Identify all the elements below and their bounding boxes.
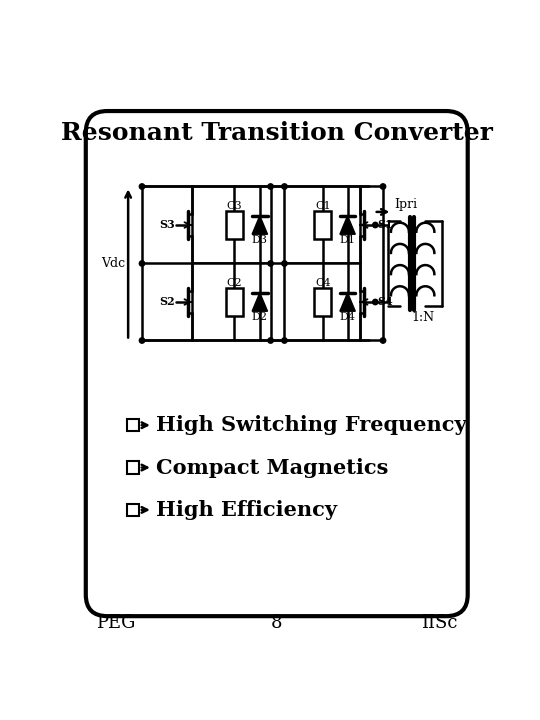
Bar — [226, 211, 243, 239]
Circle shape — [373, 300, 378, 305]
Circle shape — [380, 184, 386, 189]
Circle shape — [139, 184, 145, 189]
Text: High Switching Frequency: High Switching Frequency — [156, 415, 467, 435]
Bar — [126, 419, 139, 431]
Text: Resonant Transition Converter: Resonant Transition Converter — [61, 120, 492, 145]
Circle shape — [139, 261, 145, 266]
Circle shape — [268, 184, 273, 189]
Bar — [126, 504, 139, 516]
Text: S4: S4 — [377, 297, 393, 307]
Text: Vdc: Vdc — [100, 257, 125, 270]
Bar — [192, 264, 271, 341]
Bar — [314, 288, 332, 316]
Polygon shape — [340, 216, 355, 234]
Text: 8: 8 — [271, 613, 282, 631]
Text: 1:N: 1:N — [411, 311, 435, 324]
Polygon shape — [252, 216, 267, 234]
Bar — [192, 186, 271, 264]
Circle shape — [373, 222, 378, 228]
Bar — [126, 462, 139, 474]
Text: C3: C3 — [227, 201, 242, 211]
Bar — [314, 211, 332, 239]
Text: Compact Magnetics: Compact Magnetics — [156, 457, 388, 477]
Text: D3: D3 — [252, 235, 268, 246]
Text: D4: D4 — [340, 312, 355, 323]
Text: S2: S2 — [159, 297, 174, 307]
Text: D1: D1 — [340, 235, 355, 246]
Bar — [226, 288, 243, 316]
Circle shape — [139, 338, 145, 343]
Text: C2: C2 — [227, 278, 242, 288]
Text: PEG: PEG — [96, 613, 135, 631]
Circle shape — [282, 338, 287, 343]
Text: Ipri: Ipri — [395, 198, 417, 211]
Circle shape — [380, 338, 386, 343]
Circle shape — [268, 338, 273, 343]
Bar — [285, 186, 360, 264]
Circle shape — [282, 184, 287, 189]
Text: C4: C4 — [315, 278, 331, 288]
Circle shape — [282, 261, 287, 266]
Text: C1: C1 — [315, 201, 331, 211]
Text: IISc: IISc — [421, 613, 458, 631]
Bar — [285, 264, 360, 341]
Text: S3: S3 — [159, 220, 174, 230]
Text: D2: D2 — [252, 312, 268, 323]
Circle shape — [268, 261, 273, 266]
Text: High Efficiency: High Efficiency — [156, 500, 337, 520]
Text: S1: S1 — [377, 220, 393, 230]
Polygon shape — [252, 293, 267, 311]
FancyBboxPatch shape — [86, 111, 468, 616]
Polygon shape — [340, 293, 355, 311]
